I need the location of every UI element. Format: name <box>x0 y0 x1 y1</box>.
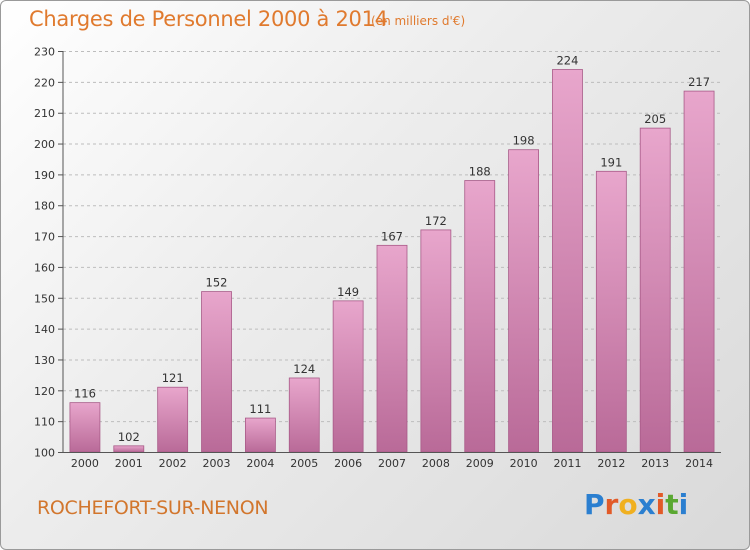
x-tick-label-2011: 2011 <box>553 457 581 470</box>
y-tick-label: 130 <box>34 354 55 367</box>
x-tick-label-2010: 2010 <box>510 457 538 470</box>
logo-letter: o <box>618 488 638 521</box>
bar-2013 <box>639 127 671 453</box>
bar-2008 <box>420 229 452 453</box>
y-tick-label: 230 <box>34 46 55 59</box>
y-tick-label: 220 <box>34 76 55 89</box>
value-label-2008: 172 <box>425 214 447 228</box>
value-label-2012: 191 <box>600 155 622 169</box>
value-label-2009: 188 <box>469 165 491 179</box>
bars: 116 102 121 152 111 124 149 167 172 188 198 224 191 2… <box>69 54 715 453</box>
bar-2011 <box>552 69 583 453</box>
bar-2012 <box>595 170 627 453</box>
logo-letter: x <box>637 488 656 521</box>
bar-2006 <box>332 300 364 453</box>
value-label-2000: 116 <box>74 387 96 401</box>
value-label-2011: 224 <box>556 54 578 68</box>
y-tick-label: 170 <box>34 231 55 244</box>
logo-letter: t <box>665 488 679 521</box>
bar-2000 <box>69 402 101 453</box>
x-tick-label-2004: 2004 <box>246 457 274 470</box>
x-tick-label-2002: 2002 <box>159 457 187 470</box>
x-tick-label-2001: 2001 <box>115 457 143 470</box>
x-tick-label-2014: 2014 <box>685 457 713 470</box>
bar-2001 <box>113 445 145 453</box>
bar-2002 <box>157 386 189 453</box>
logo-letter: i <box>678 488 689 521</box>
value-label-2006: 149 <box>337 285 359 299</box>
y-tick-label: 160 <box>34 261 55 274</box>
chart-unit: (en milliers d'€) <box>371 14 466 28</box>
x-tick-label-2003: 2003 <box>203 457 231 470</box>
bar-2005 <box>288 377 320 453</box>
x-tick-label-2008: 2008 <box>422 457 450 470</box>
x-tick-label-2009: 2009 <box>466 457 494 470</box>
value-label-2005: 124 <box>293 362 315 376</box>
y-tick-label: 190 <box>34 169 55 182</box>
x-tick-label-2007: 2007 <box>378 457 406 470</box>
value-label-2001: 102 <box>118 430 140 444</box>
bar-2010 <box>508 149 540 453</box>
x-tick-label-2013: 2013 <box>641 457 669 470</box>
y-tick-label: 140 <box>34 323 55 336</box>
value-label-2002: 121 <box>162 371 184 385</box>
bar-2009 <box>464 180 496 453</box>
y-tick-label: 100 <box>34 447 55 460</box>
logo-letter: r <box>604 488 619 521</box>
bar-2004 <box>244 417 276 453</box>
bar-2014 <box>683 90 715 453</box>
chart-title: Charges de Personnel 2000 à 2014 <box>29 7 388 31</box>
value-label-2014: 217 <box>688 75 710 89</box>
bar-2003 <box>201 291 232 453</box>
bar-2007 <box>376 244 408 453</box>
proxiti-logo: Proxiti <box>584 488 688 521</box>
value-label-2004: 111 <box>249 402 271 416</box>
x-tick-label-2006: 2006 <box>334 457 362 470</box>
commune-name: ROCHEFORT-SUR-NENON <box>37 497 269 519</box>
y-axis: 100 110 120 130 140 150 160 170 180 190 200 210 220 2… <box>34 46 64 460</box>
x-tick-label-2005: 2005 <box>290 457 318 470</box>
value-label-2013: 205 <box>644 112 666 126</box>
y-tick-label: 180 <box>34 200 55 213</box>
y-tick-label: 150 <box>34 292 55 305</box>
logo-letter: P <box>584 488 605 521</box>
value-label-2007: 167 <box>381 229 403 243</box>
y-tick-label: 210 <box>34 107 55 120</box>
x-tick-label-2000: 2000 <box>71 457 99 470</box>
y-tick-label: 200 <box>34 138 55 151</box>
value-label-2003: 152 <box>206 276 228 290</box>
logo-letter: i <box>655 488 666 521</box>
y-tick-label: 120 <box>34 385 55 398</box>
y-tick-label: 110 <box>34 416 55 429</box>
value-label-2010: 198 <box>513 134 535 148</box>
x-axis: 2000 2001 2002 2003 2004 2005 2006 2007 2008 2009… <box>63 452 721 470</box>
x-tick-label-2012: 2012 <box>597 457 625 470</box>
